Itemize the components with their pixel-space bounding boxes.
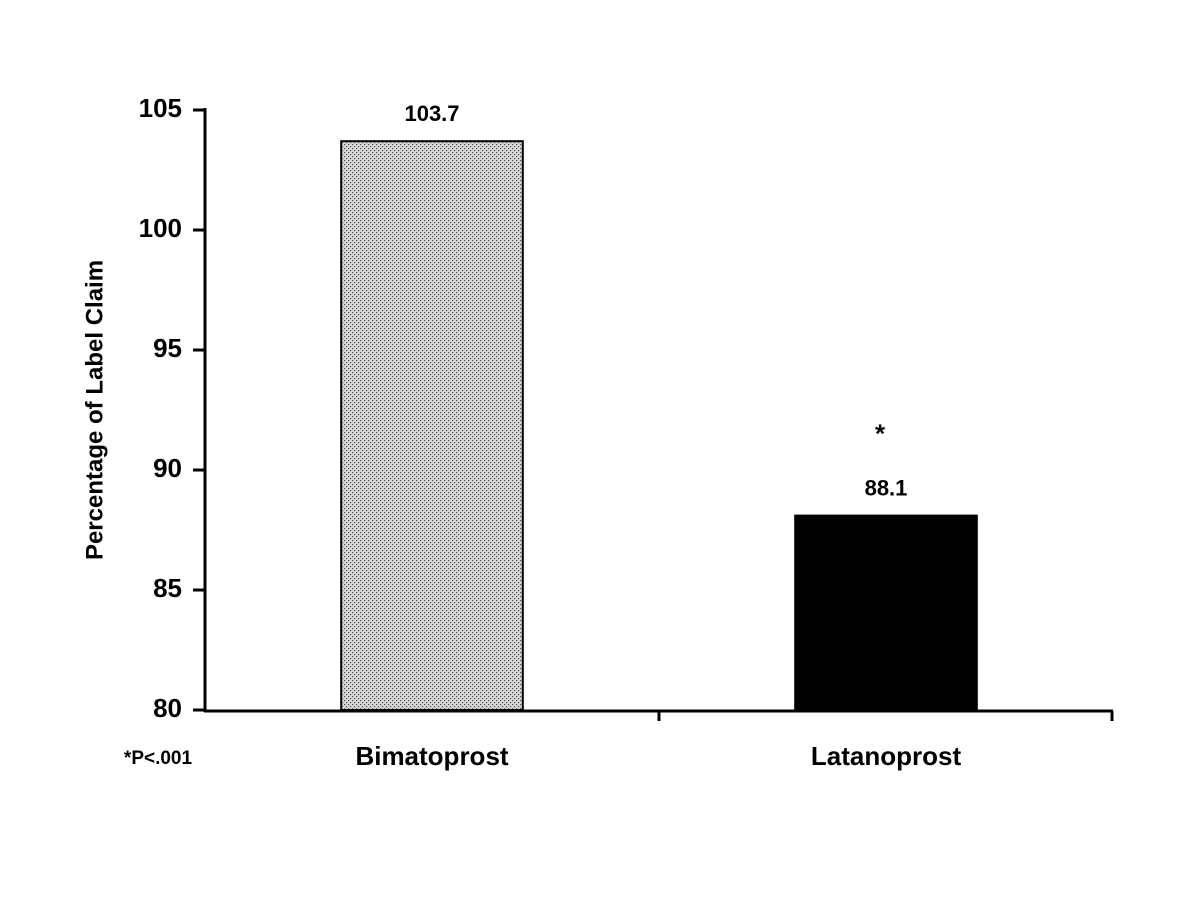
y-tick-label: 80 (153, 693, 182, 723)
y-axis-label: Percentage of Label Claim (81, 260, 108, 560)
value-label: 103.7 (404, 101, 459, 126)
footnote: *P<.001 (124, 748, 193, 769)
y-tick-label: 95 (153, 333, 182, 363)
y-tick-label: 85 (153, 573, 182, 603)
y-tick-label: 100 (139, 213, 182, 243)
value-label: 88.1 (865, 475, 908, 500)
x-tick-label: Latanoprost (811, 741, 962, 771)
y-tick-label: 90 (153, 453, 182, 483)
x-tick-label: Bimatoprost (355, 741, 508, 771)
bar (794, 514, 978, 711)
bar-texture (342, 142, 522, 709)
significance-marker: * (875, 418, 886, 448)
y-tick-label: 105 (139, 93, 182, 123)
